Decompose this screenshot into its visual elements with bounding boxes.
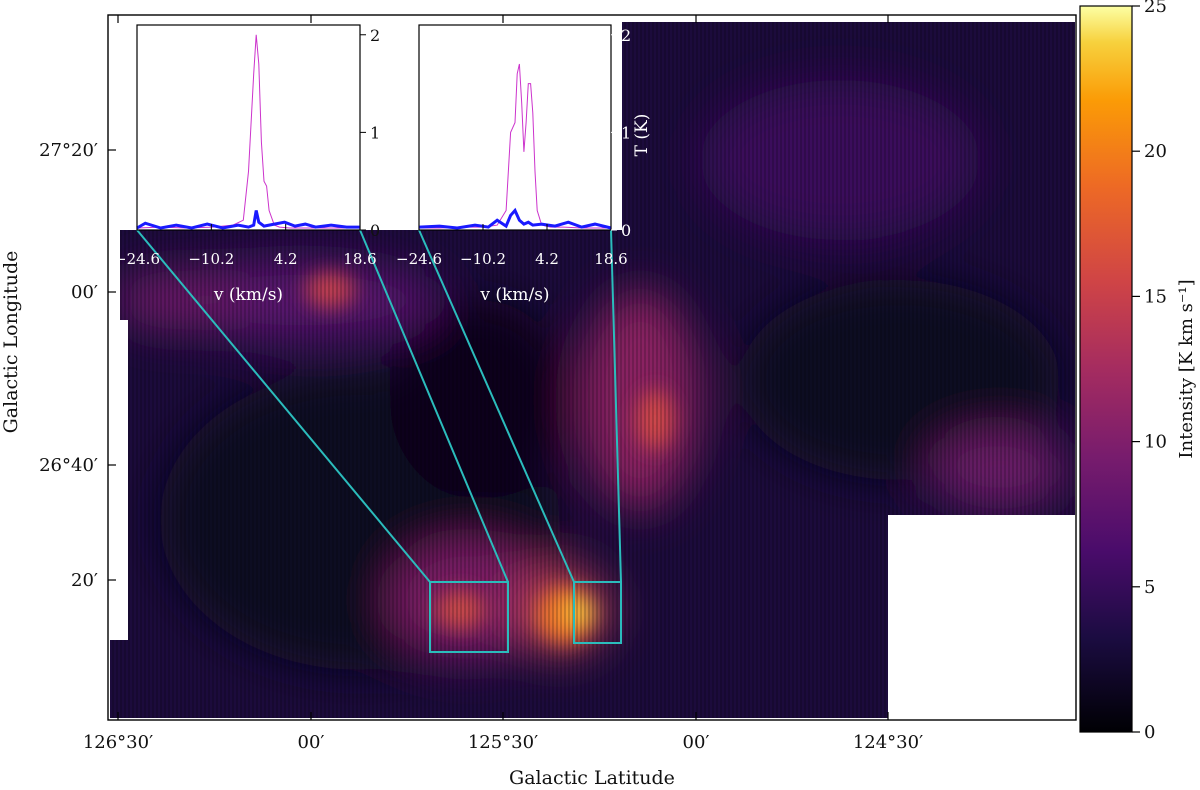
inset-1: −24.6 −10.2 4.2 18.6 0 1 2 v (km/s)	[114, 24, 380, 305]
colorbar-ticks: 0 5 10 15 20 25	[1132, 0, 1167, 743]
inset-x-tick-label: −10.2	[460, 250, 506, 268]
inset-x-tick-label: −24.6	[396, 250, 442, 268]
inset-x-label: v (km/s)	[213, 285, 283, 305]
y-tick-label: 26°40′	[39, 455, 98, 476]
x-tick-label: 00′	[298, 732, 325, 753]
inset-frame	[418, 24, 612, 231]
x-tick-label: 124°30′	[853, 732, 923, 753]
colorbar-tick-label: 10	[1144, 432, 1167, 453]
inset-connector-lines	[136, 229, 622, 583]
inset-x-tick-label: 4.2	[274, 250, 298, 268]
colorbar-tick-label: 15	[1144, 286, 1167, 307]
region-box-left	[429, 581, 509, 653]
spectrum-series-line	[418, 207, 612, 230]
inset-y-tick-label: 1	[370, 123, 380, 142]
inset-2: −24.6 −10.2 4.2 18.6 0 1 2 v (km/s) T (K)	[396, 24, 652, 305]
inset-y-label: T (K)	[632, 114, 652, 157]
x-axis-ticks: 126°30′ 00′ 125°30′ 00′ 124°30′	[83, 15, 923, 753]
inset-y-tick-label: 1	[621, 123, 631, 142]
spectrum-insets: −24.6 −10.2 4.2 18.6 0 1 2 v (km/s) −24.6 −10.2 4.…	[114, 24, 652, 305]
colorbar	[1079, 5, 1133, 733]
inset-x-tick-label: 4.2	[535, 250, 559, 268]
region-box-right	[573, 581, 622, 644]
y-tick-label: 00′	[71, 282, 98, 303]
x-axis-label: Galactic Latitude	[509, 767, 675, 789]
colorbar-label: Intensity [K km s⁻¹]	[1176, 279, 1197, 458]
inset-x-label: v (km/s)	[479, 285, 549, 305]
colorbar-tick-label: 0	[1144, 722, 1155, 743]
inset-x-tick-label: 18.6	[343, 250, 376, 268]
spectrum-series-line	[136, 210, 360, 230]
colorbar-tick-label: 25	[1144, 0, 1167, 17]
x-tick-label: 125°30′	[468, 732, 538, 753]
inset-frame	[136, 24, 361, 231]
y-tick-label: 27°20′	[39, 140, 98, 161]
inset-y-tick-label: 0	[370, 221, 380, 240]
x-tick-label: 126°30′	[83, 732, 153, 753]
y-tick-label: 20′	[71, 570, 98, 591]
inset-x-tick-label: −10.2	[188, 250, 234, 268]
inset-y-tick-label: 0	[621, 221, 631, 240]
inset-x-tick-label: 18.6	[594, 250, 627, 268]
colorbar-tick-label: 5	[1144, 577, 1155, 598]
main-axes-frame	[107, 14, 1077, 721]
inset-x-tick-label: −24.6	[114, 250, 160, 268]
inset-y-tick-label: 2	[370, 26, 380, 45]
y-axis-label: Galactic Longitude	[0, 251, 22, 434]
x-tick-label: 00′	[683, 732, 710, 753]
colorbar-tick-label: 20	[1144, 141, 1167, 162]
y-axis-ticks: 27°20′ 00′ 26°40′ 20′	[39, 140, 116, 591]
inset-y-tick-label: 2	[621, 26, 631, 45]
